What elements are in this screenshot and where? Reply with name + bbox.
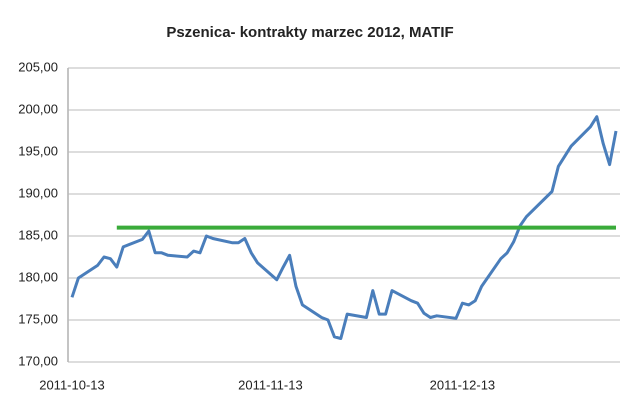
y-tick-label: 175,00 xyxy=(18,311,58,326)
y-tick-label: 185,00 xyxy=(18,227,58,242)
y-tick-label: 205,00 xyxy=(18,59,58,74)
y-tick-label: 170,00 xyxy=(18,353,58,368)
chart-title: Pszenica- kontrakty marzec 2012, MATIF xyxy=(166,24,453,41)
y-tick-label: 200,00 xyxy=(18,101,58,116)
y-tick-label: 195,00 xyxy=(18,143,58,158)
x-tick-label: 2011-10-13 xyxy=(39,377,105,392)
x-tick-label: 2011-11-13 xyxy=(238,377,303,392)
y-tick-label: 180,00 xyxy=(18,269,58,284)
x-tick-label: 2011-12-13 xyxy=(430,377,496,392)
y-tick-label: 190,00 xyxy=(18,185,58,200)
